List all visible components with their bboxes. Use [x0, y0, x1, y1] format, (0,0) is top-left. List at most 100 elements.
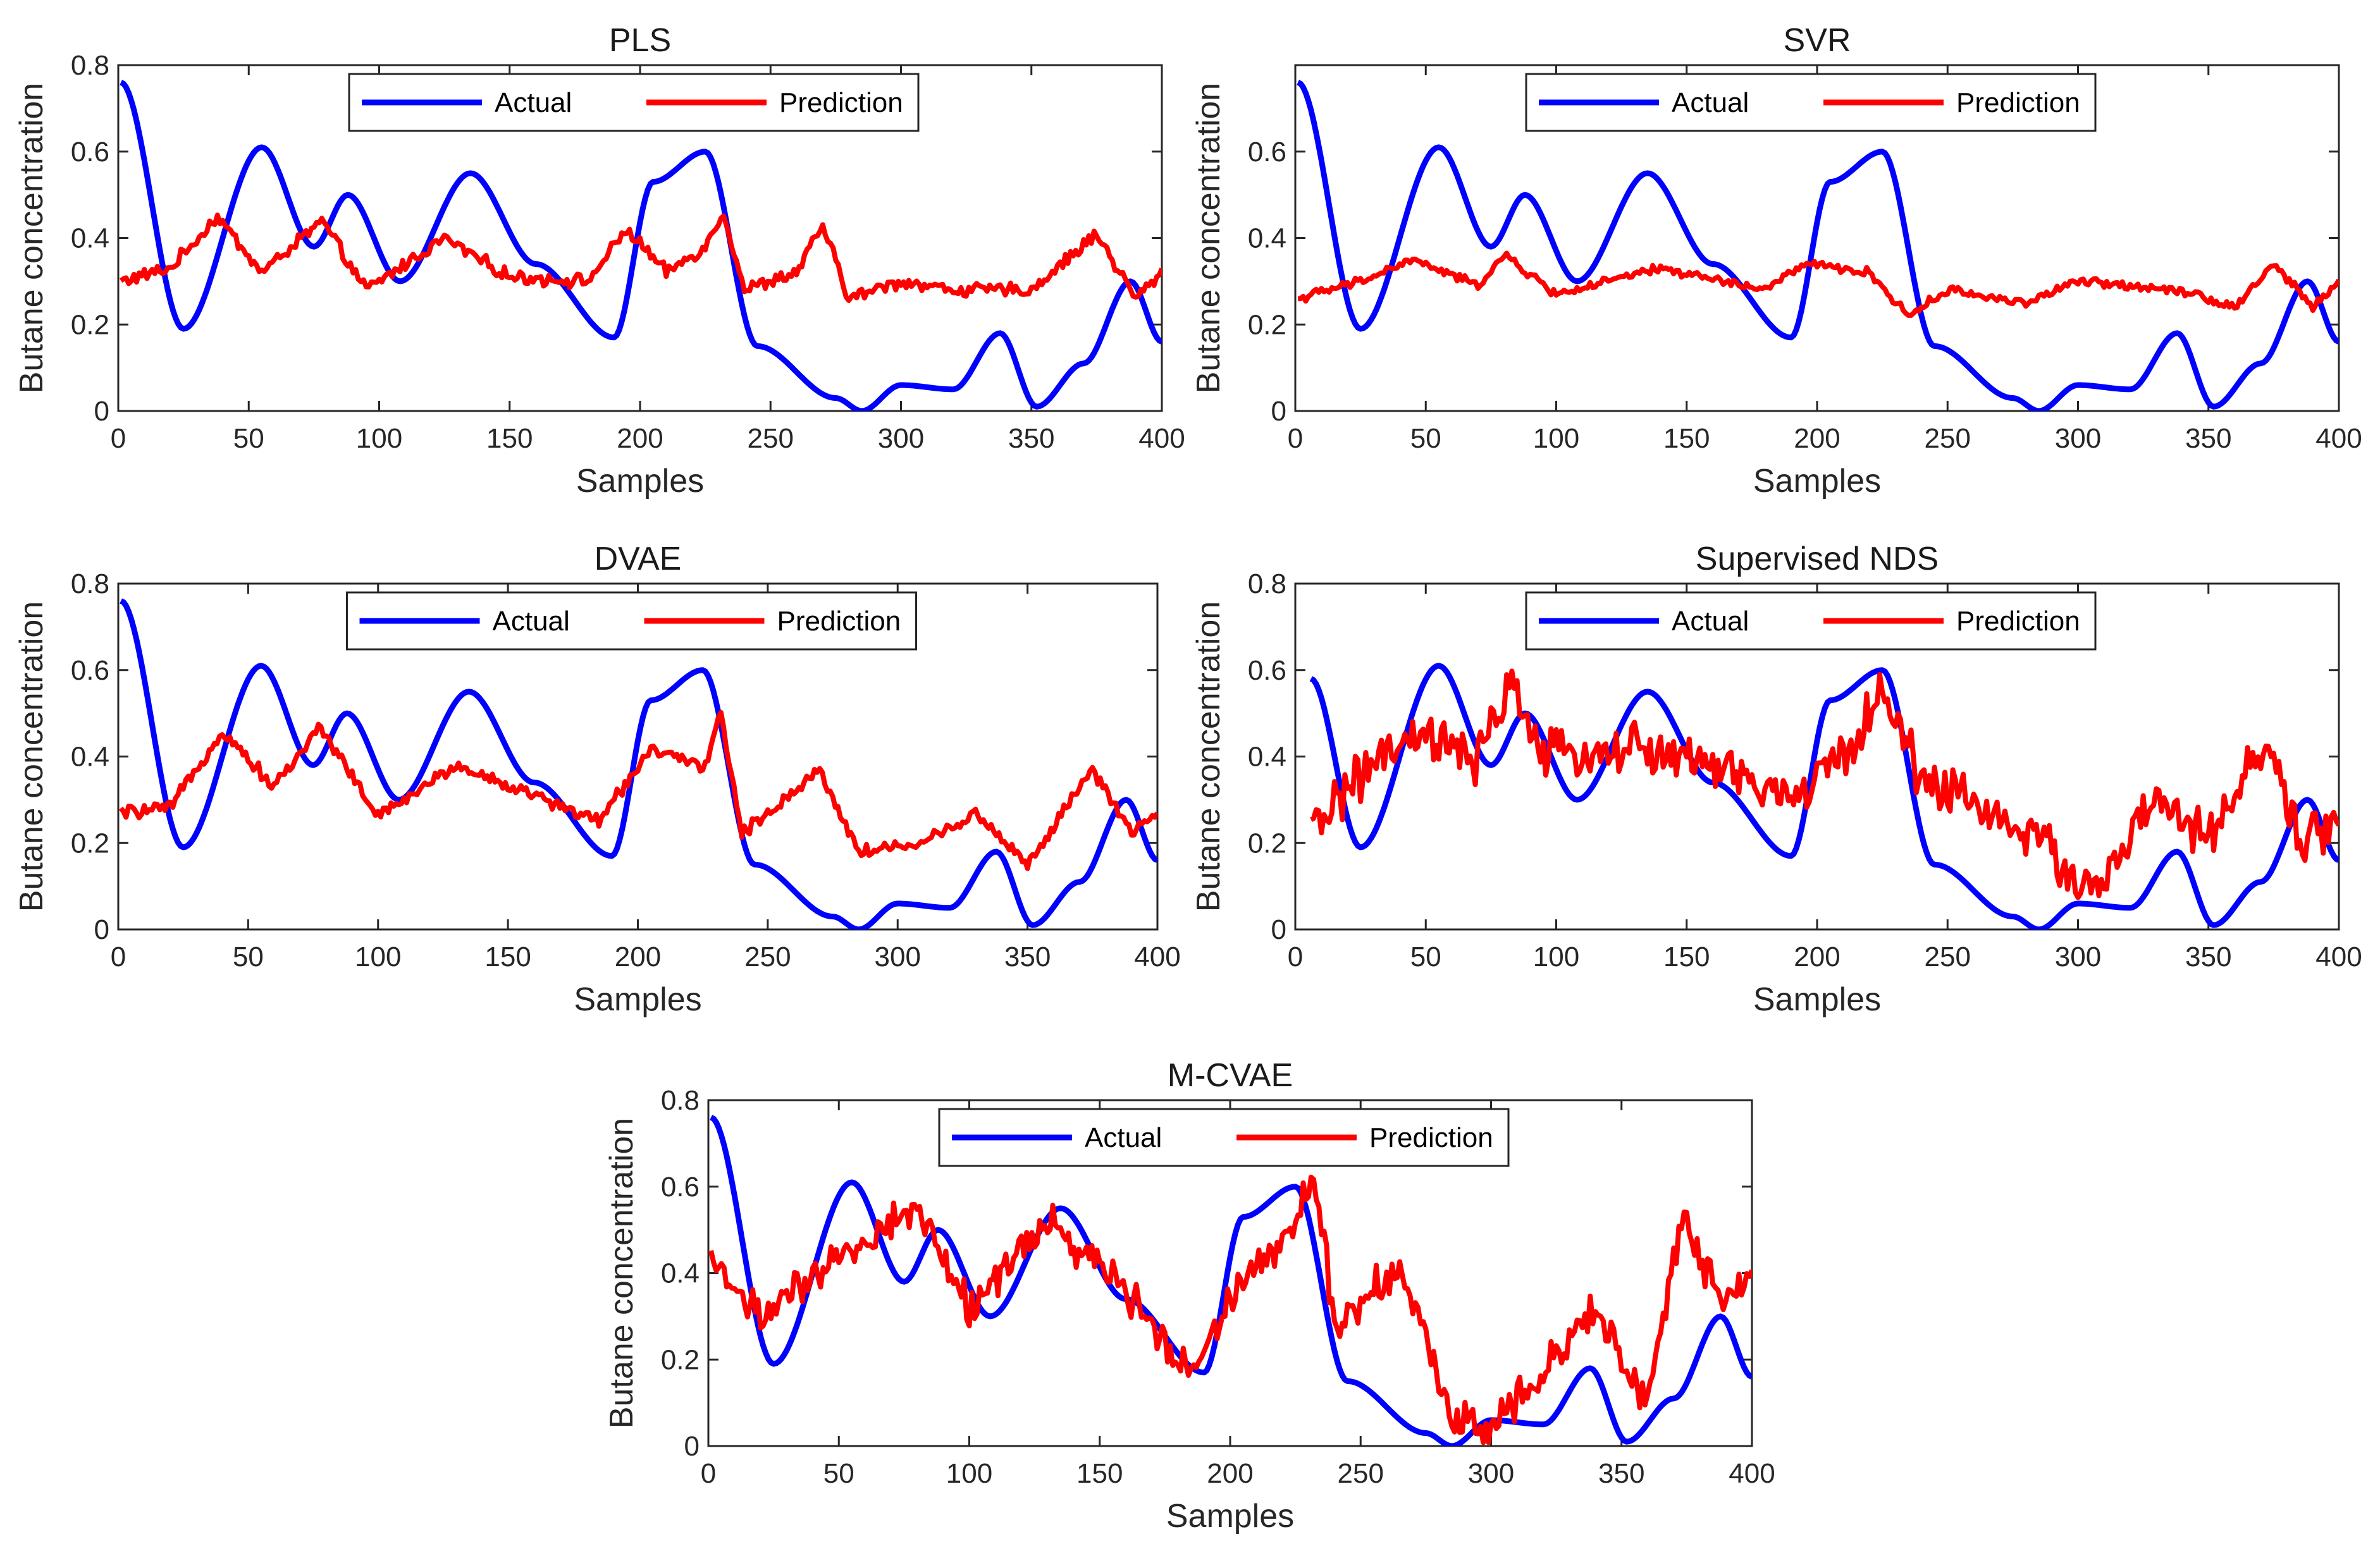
x-tick-label: 400 [2315, 941, 2362, 972]
x-tick-label: 0 [1288, 941, 1303, 972]
legend-label-prediction: Prediction [777, 606, 901, 637]
y-axis-label: Butane concentration [13, 601, 50, 912]
y-tick-label: 0.2 [71, 309, 109, 340]
x-tick-label: 350 [2185, 941, 2231, 972]
x-tick-label: 200 [615, 941, 661, 972]
y-tick-label: 0.8 [71, 568, 109, 599]
y-tick-label: 0.4 [1248, 742, 1286, 773]
legend: Actual Prediction [1525, 591, 2097, 651]
series-line-prediction [119, 212, 1162, 303]
x-tick-label: 250 [1925, 423, 1971, 454]
chart-title: DVAE [595, 541, 682, 577]
x-tick-label: 50 [1410, 941, 1441, 972]
x-tick-label: 250 [1925, 941, 1971, 972]
chart-panel: 0 50 100 150 200 250 300 350 400 0 0.2 0.4 0.6 SVR Sam… [1190, 22, 2362, 500]
legend-label-actual: Actual [1672, 606, 1749, 637]
x-tick-label: 100 [946, 1458, 992, 1489]
x-tick-label: 50 [233, 941, 264, 972]
legend-label-actual: Actual [1085, 1122, 1162, 1153]
y-tick-label: 0.6 [71, 137, 109, 168]
x-tick-label: 150 [1663, 941, 1710, 972]
legend-label-actual: Actual [493, 606, 570, 637]
legend: Actual Prediction [938, 1108, 1510, 1167]
x-tick-label: 350 [1004, 941, 1051, 972]
x-tick-label: 400 [1729, 1458, 1775, 1489]
x-tick-label: 400 [1134, 941, 1180, 972]
series-line-actual [710, 1115, 1752, 1446]
x-tick-label: 100 [1533, 423, 1579, 454]
chart-title: M-CVAE [1168, 1057, 1293, 1094]
y-tick-label: 0.4 [1248, 223, 1286, 254]
x-axis-label: Samples [574, 981, 701, 1018]
x-tick-label: 150 [1076, 1458, 1123, 1489]
y-tick-label: 0.6 [1248, 655, 1286, 686]
legend: Actual Prediction [1525, 73, 2097, 132]
x-tick-label: 50 [823, 1458, 854, 1489]
y-tick-label: 0.2 [71, 828, 109, 859]
series-line-actual [120, 80, 1162, 411]
legend-label-prediction: Prediction [779, 87, 903, 118]
series-line-prediction [1298, 250, 2339, 318]
y-axis-label: Butane concentration [1190, 601, 1227, 912]
y-tick-label: 0.2 [661, 1344, 700, 1375]
x-tick-label: 250 [1338, 1458, 1384, 1489]
legend-label-prediction: Prediction [1956, 606, 2080, 637]
x-tick-label: 350 [2185, 423, 2231, 454]
x-tick-label: 300 [878, 423, 924, 454]
x-tick-label: 350 [1008, 423, 1054, 454]
chart-panel: 0 50 100 150 200 250 300 350 400 0 0.2 0.4 0.6 0.8 Sup… [1190, 541, 2362, 1018]
series-line-prediction [1310, 668, 2339, 900]
x-axis-label: Samples [1753, 463, 1881, 500]
x-tick-label: 50 [1410, 423, 1441, 454]
legend-label-prediction: Prediction [1956, 87, 2080, 118]
x-tick-label: 200 [617, 423, 663, 454]
x-tick-label: 50 [233, 423, 264, 454]
y-tick-label: 0 [684, 1431, 700, 1462]
y-axis-label: Butane concentration [13, 83, 50, 393]
x-tick-label: 150 [484, 941, 531, 972]
x-tick-label: 150 [1663, 423, 1710, 454]
legend: Actual Prediction [348, 73, 920, 132]
x-tick-label: 200 [1794, 423, 1840, 454]
x-tick-label: 0 [111, 423, 126, 454]
y-tick-label: 0 [1271, 914, 1286, 945]
y-tick-label: 0 [1271, 396, 1286, 427]
x-tick-label: 0 [701, 1458, 716, 1489]
x-tick-label: 300 [875, 941, 921, 972]
legend-label-actual: Actual [1672, 87, 1749, 118]
x-axis-label: Samples [1166, 1498, 1294, 1535]
x-tick-label: 200 [1794, 941, 1840, 972]
y-axis-label: Butane concentration [603, 1118, 640, 1428]
y-tick-label: 0.4 [71, 742, 109, 773]
x-tick-label: 0 [111, 941, 126, 972]
legend-label-actual: Actual [495, 87, 572, 118]
y-tick-label: 0.6 [71, 655, 109, 686]
y-tick-label: 0 [94, 396, 109, 427]
chart-panel: 0 50 100 150 200 250 300 350 400 0 0.2 0.4 0.6 0.8 M-C… [603, 1057, 1775, 1535]
y-tick-label: 0.2 [1248, 309, 1286, 340]
y-tick-label: 0.8 [71, 50, 109, 81]
x-tick-label: 300 [2055, 941, 2101, 972]
series-line-actual [1297, 80, 2339, 411]
x-tick-label: 400 [1138, 423, 1185, 454]
y-tick-label: 0 [94, 914, 109, 945]
x-axis-label: Samples [1753, 981, 1881, 1018]
x-tick-label: 300 [1468, 1458, 1514, 1489]
x-tick-label: 0 [1288, 423, 1303, 454]
y-tick-label: 0.4 [661, 1258, 700, 1289]
x-tick-label: 200 [1207, 1458, 1253, 1489]
y-axis-label: Butane concentration [1190, 83, 1227, 393]
x-tick-label: 150 [486, 423, 533, 454]
series-line-prediction [708, 1174, 1752, 1445]
x-tick-label: 300 [2055, 423, 2101, 454]
y-tick-label: 0.4 [71, 223, 109, 254]
y-tick-label: 0.8 [661, 1085, 700, 1116]
x-axis-label: Samples [576, 463, 704, 500]
x-tick-label: 100 [1533, 941, 1579, 972]
legend: Actual Prediction [346, 591, 917, 651]
y-tick-label: 0.6 [661, 1172, 700, 1203]
series-line-actual [1309, 663, 2339, 929]
chart-title: Supervised NDS [1696, 541, 1939, 577]
series-line-actual [120, 598, 1157, 929]
